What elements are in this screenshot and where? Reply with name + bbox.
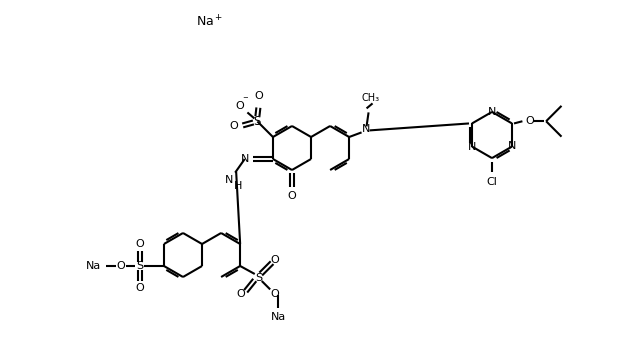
Text: O: O [117,261,126,271]
Text: O: O [271,255,280,265]
Text: O: O [236,289,245,299]
Text: S: S [256,273,262,283]
Text: N: N [488,107,496,117]
Text: N: N [508,141,516,150]
Text: N: N [363,124,371,135]
Text: Cl: Cl [486,177,498,187]
Text: CH₃: CH₃ [361,93,380,103]
Text: O: O [271,289,280,299]
Text: O: O [288,191,296,201]
Text: Na$^+$: Na$^+$ [197,14,224,30]
Text: N: N [468,142,476,151]
Text: $^-$: $^-$ [241,95,250,105]
Text: H: H [234,180,242,191]
Text: O: O [254,91,262,101]
Text: N: N [225,175,233,185]
Text: O: O [136,239,144,249]
Text: S: S [254,115,261,128]
Text: O: O [136,283,144,293]
Text: N: N [240,154,249,164]
Text: Na: Na [271,312,286,322]
Text: O: O [235,101,243,112]
Text: S: S [136,261,143,271]
Text: O: O [230,121,238,131]
Text: O: O [525,116,534,126]
Text: Na: Na [86,261,101,271]
